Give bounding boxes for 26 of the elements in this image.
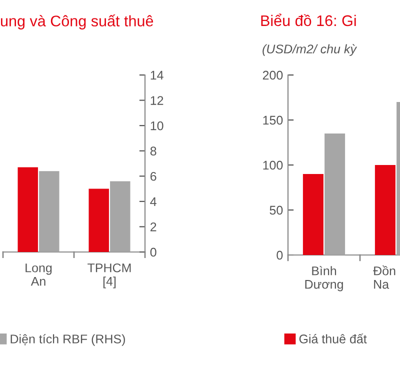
legend-label: Diện tích RBF (RHS): [10, 334, 125, 346]
bar: [88, 188, 109, 252]
chart-title: ung và Công suất thuê: [0, 14, 154, 30]
y2-tick-label: 10: [150, 121, 164, 130]
y2-tick-label: 4: [150, 197, 156, 206]
chart-subtitle: (USD/m2/ chu kỳ: [262, 44, 358, 56]
x-tick-label: Đồn Na: [373, 266, 396, 289]
y-tick-label: 200: [262, 70, 283, 80]
y-tick-label: 0: [276, 250, 283, 260]
legend-label: Giá thuê đất: [299, 334, 367, 344]
y2-tick-label: 6: [150, 172, 156, 181]
y2-tick-label: 8: [150, 146, 156, 156]
x-tick-label: TPHCM [4]: [88, 263, 131, 288]
y2-tick-label: 0: [150, 248, 156, 257]
y2-tick-label: 2: [150, 222, 156, 232]
x-tick-label: Long An: [26, 264, 52, 286]
x-tick-label: Bình Dương: [305, 266, 343, 292]
chart-title: Biểu đồ 16: Gi: [261, 14, 356, 26]
bar: [18, 167, 38, 252]
bar: [39, 171, 60, 252]
y-tick-label: 100: [263, 160, 283, 170]
bar: [110, 181, 130, 252]
y-tick-label: 150: [263, 116, 283, 125]
y2-tick-label: 14: [150, 70, 164, 80]
y-tick-label: 50: [270, 206, 283, 215]
y2-tick-label: 12: [150, 96, 164, 105]
